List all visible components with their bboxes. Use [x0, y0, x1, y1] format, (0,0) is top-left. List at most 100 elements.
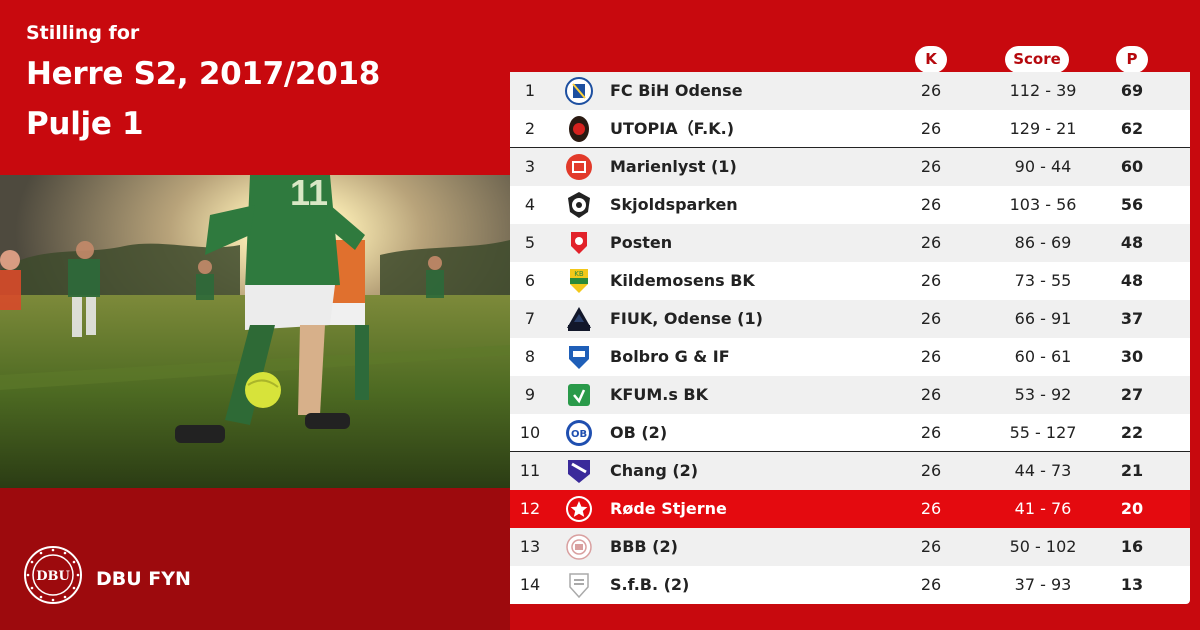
table-row: 13 BBB (2) 26 50 - 102 16	[510, 528, 1190, 566]
row-matches-played: 26	[920, 271, 942, 290]
svg-text:OB: OB	[571, 429, 587, 440]
football-action-photo: 11	[0, 175, 510, 488]
row-score: 37 - 93	[1014, 575, 1072, 594]
row-score: 53 - 92	[1014, 385, 1072, 404]
row-team-name: Kildemosens BK	[610, 271, 755, 290]
table-row: 1 FC BiH Odense 26 112 - 39 69	[510, 72, 1190, 110]
row-score: 55 - 127	[1009, 423, 1077, 442]
table-row: 6 KB Kildemosens BK 26 73 - 55 48	[510, 262, 1190, 300]
row-rank: 6	[524, 271, 536, 290]
row-score: 60 - 61	[1014, 347, 1072, 366]
brand-name: DBU FYN	[96, 568, 191, 590]
row-score: 129 - 21	[1009, 119, 1077, 138]
row-matches-played: 26	[920, 537, 942, 556]
column-header-score: Score	[1005, 46, 1069, 73]
table-row: 7 FIUK, Odense (1) 26 66 - 91 37	[510, 300, 1190, 338]
fiuk-logo	[564, 304, 594, 334]
row-points: 27	[1120, 385, 1144, 404]
row-rank: 4	[524, 195, 536, 214]
standings-table: K Score P 1 FC BiH Odense 26 112 - 39 69 2 UTO…	[510, 0, 1200, 630]
marienlyst-logo	[564, 152, 594, 182]
row-team-name: Bolbro G & IF	[610, 347, 730, 366]
table-row: 11 Chang (2) 26 44 - 73 21	[510, 452, 1190, 490]
table-row: 4 Skjoldsparken 26 103 - 56 56	[510, 186, 1190, 224]
row-rank: 9	[524, 385, 536, 404]
row-team-name: OB (2)	[610, 423, 668, 442]
row-rank: 2	[524, 119, 536, 138]
ob-logo: OB	[564, 418, 594, 448]
row-team-name: BBB (2)	[610, 537, 678, 556]
table-row: 8 Bolbro G & IF 26 60 - 61 30	[510, 338, 1190, 376]
row-matches-played: 26	[920, 347, 942, 366]
row-points: 56	[1120, 195, 1144, 214]
row-team-name: S.f.B. (2)	[610, 575, 690, 594]
utopia-logo	[564, 114, 594, 144]
row-points: 21	[1120, 461, 1144, 480]
row-matches-played: 26	[920, 575, 942, 594]
row-score: 73 - 55	[1014, 271, 1072, 290]
row-score: 41 - 76	[1014, 499, 1072, 518]
row-team-name: FC BiH Odense	[610, 81, 743, 100]
row-points: 22	[1120, 423, 1144, 442]
row-score: 66 - 91	[1014, 309, 1072, 328]
row-score: 103 - 56	[1009, 195, 1077, 214]
row-matches-played: 26	[920, 119, 942, 138]
row-score: 112 - 39	[1009, 81, 1077, 100]
rode-stjerne-logo	[564, 494, 594, 524]
row-team-name: Posten	[610, 233, 673, 252]
row-matches-played: 26	[920, 157, 942, 176]
row-matches-played: 26	[920, 385, 942, 404]
row-matches-played: 26	[920, 195, 942, 214]
fc-bih-odense-logo	[564, 76, 594, 106]
row-points: 48	[1120, 233, 1144, 252]
row-team-name: Skjoldsparken	[610, 195, 738, 214]
table-row: 2 UTOPIA（F.K.) 26 129 - 21 62	[510, 110, 1190, 148]
row-rank: 12	[519, 499, 541, 518]
row-score: 86 - 69	[1014, 233, 1072, 252]
row-rank: 1	[524, 81, 536, 100]
row-rank: 14	[519, 575, 541, 594]
title-line-1: Herre S2, 2017/2018	[26, 56, 381, 92]
row-team-name: FIUK, Odense (1)	[610, 309, 763, 328]
footer-brand-area: DBU DBU FYN	[0, 488, 510, 630]
skjoldsparken-logo	[564, 190, 594, 220]
chang-logo	[564, 456, 594, 486]
row-score: 44 - 73	[1014, 461, 1072, 480]
table-row: 9 KFUM.s BK 26 53 - 92 27	[510, 376, 1190, 414]
kildemosens-bk-logo: KB	[564, 266, 594, 296]
row-team-name: Røde Stjerne	[610, 499, 727, 518]
subtitle: Stilling for	[26, 22, 140, 44]
row-matches-played: 26	[920, 461, 942, 480]
row-matches-played: 26	[920, 499, 942, 518]
svg-text:DBU: DBU	[36, 569, 70, 584]
posten-logo	[564, 228, 594, 258]
row-points: 69	[1120, 81, 1144, 100]
row-matches-played: 26	[920, 233, 942, 252]
column-header-k: K	[915, 46, 947, 73]
row-rank: 7	[524, 309, 536, 328]
row-team-name: KFUM.s BK	[610, 385, 709, 404]
row-points: 62	[1120, 119, 1144, 138]
table-row: 5 Posten 26 86 - 69 48	[510, 224, 1190, 262]
standings-rows: 1 FC BiH Odense 26 112 - 39 69 2 UTOPIA（F.K.) 2…	[510, 72, 1190, 604]
row-matches-played: 26	[920, 423, 942, 442]
row-points: 16	[1120, 537, 1144, 556]
row-rank: 10	[519, 423, 541, 442]
row-team-name: UTOPIA（F.K.)	[610, 119, 735, 138]
row-score: 50 - 102	[1009, 537, 1077, 556]
row-rank: 5	[524, 233, 536, 252]
row-points: 37	[1120, 309, 1144, 328]
svg-text:11: 11	[290, 175, 328, 213]
row-rank: 11	[519, 461, 541, 480]
row-points: 60	[1120, 157, 1144, 176]
row-team-name: Marienlyst (1)	[610, 157, 737, 176]
dbu-badge-logo: DBU	[23, 545, 83, 605]
row-points: 30	[1120, 347, 1144, 366]
row-rank: 13	[519, 537, 541, 556]
sfb-logo	[564, 570, 594, 600]
column-header-p: P	[1116, 46, 1148, 73]
title-area: Stilling for Herre S2, 2017/2018 Pulje 1	[0, 0, 510, 175]
table-row: 14 S.f.B. (2) 26 37 - 93 13	[510, 566, 1190, 604]
row-team-name: Chang (2)	[610, 461, 699, 480]
